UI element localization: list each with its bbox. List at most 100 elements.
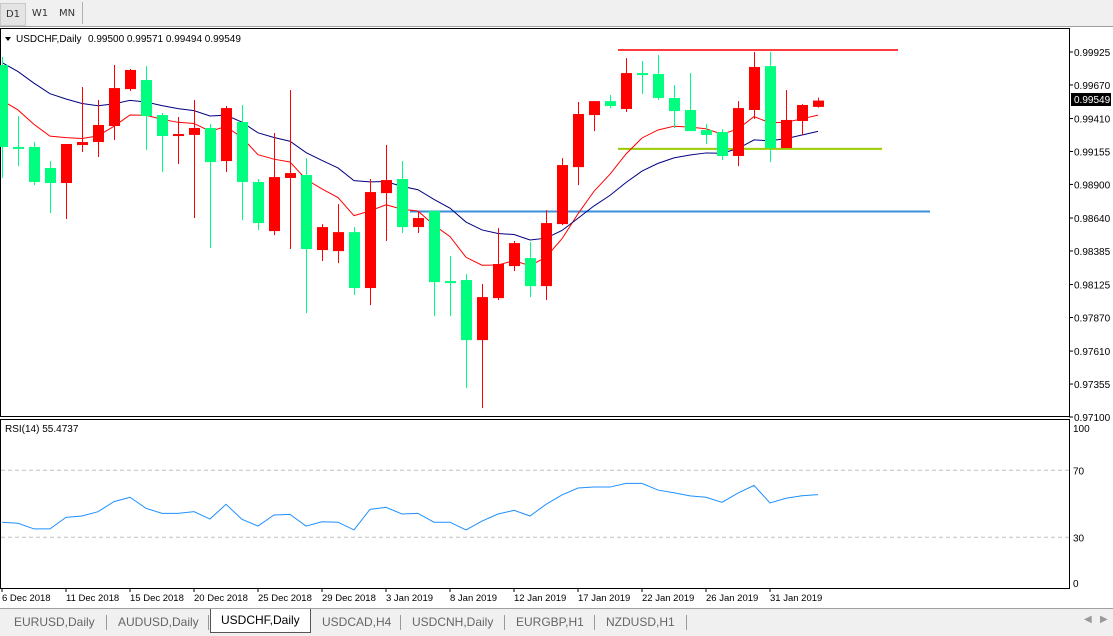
candle-body	[557, 165, 568, 225]
candle[interactable]	[509, 241, 520, 272]
candle-body	[573, 114, 584, 168]
main-chart-panel[interactable]	[0, 28, 1070, 417]
candle[interactable]	[621, 58, 632, 112]
candle-body	[13, 146, 24, 149]
scroll-right-icon[interactable]: ▶	[1100, 614, 1108, 625]
timeframe-mn[interactable]: MN	[58, 8, 76, 19]
candle[interactable]	[573, 102, 584, 186]
candle-body	[701, 130, 712, 135]
timeframe-w1[interactable]: W1	[31, 8, 49, 19]
current-price-box	[1071, 93, 1111, 106]
candle-body	[717, 131, 728, 157]
candle-body	[621, 73, 632, 109]
candle[interactable]	[637, 61, 648, 94]
candle[interactable]	[733, 101, 744, 167]
candle[interactable]	[461, 274, 472, 389]
rsi-tick-label: 30	[1073, 533, 1085, 544]
symbol-tab-usdchf-daily[interactable]: USDCHF,Daily	[210, 609, 311, 633]
candle[interactable]	[381, 145, 392, 242]
candle[interactable]	[173, 116, 184, 165]
candle[interactable]	[717, 129, 728, 161]
candle-body	[669, 97, 680, 112]
candle[interactable]	[669, 85, 680, 128]
candle-body	[749, 66, 760, 111]
candle[interactable]	[397, 161, 408, 234]
candle[interactable]	[13, 116, 24, 167]
tab-divider	[208, 615, 209, 630]
candle[interactable]	[0, 57, 8, 178]
candle[interactable]	[45, 161, 56, 214]
candle[interactable]	[653, 54, 664, 101]
chart-area[interactable]: 0.99925 0.99670 0.99410 0.99155 0.98900 0.986…	[0, 27, 1113, 608]
candle[interactable]	[253, 179, 264, 231]
candle[interactable]	[205, 123, 216, 248]
symbol-tab-nzdusd-h1[interactable]: NZDUSD,H1	[606, 615, 675, 629]
candle[interactable]	[557, 158, 568, 226]
candle-body	[733, 108, 744, 157]
candle-body	[125, 69, 136, 90]
candle[interactable]	[269, 133, 280, 236]
rsi-panel[interactable]	[0, 419, 1070, 589]
candle[interactable]	[93, 100, 104, 158]
candle[interactable]	[29, 142, 40, 186]
price-tick-label: 0.99410	[1074, 115, 1111, 126]
candle[interactable]	[685, 73, 696, 132]
candle[interactable]	[77, 87, 88, 152]
candle[interactable]	[477, 284, 488, 409]
candle[interactable]	[285, 89, 296, 250]
chart-ohlc-label: 0.99500 0.99571 0.99494 0.99549	[88, 34, 241, 45]
candle[interactable]	[605, 95, 616, 109]
candle[interactable]	[429, 211, 440, 317]
candle[interactable]	[365, 179, 376, 306]
candle[interactable]	[797, 104, 808, 135]
candle-body	[365, 192, 376, 289]
candle[interactable]	[237, 104, 248, 221]
current-price-label: 0.99549	[1074, 95, 1111, 106]
symbol-tab-usdcad-h4[interactable]: USDCAD,H4	[322, 615, 392, 629]
candle[interactable]	[541, 210, 552, 301]
price-tick-label: 0.98900	[1074, 180, 1111, 191]
candle[interactable]	[445, 256, 456, 317]
candle[interactable]	[525, 242, 536, 298]
candle[interactable]	[749, 52, 760, 120]
candle-body	[349, 232, 360, 289]
candle[interactable]	[765, 52, 776, 163]
moving-average-slow-line	[1, 62, 819, 241]
candle-body	[221, 108, 232, 162]
candle[interactable]	[141, 66, 152, 151]
candle[interactable]	[333, 204, 344, 264]
candle-body	[61, 143, 72, 184]
candle[interactable]	[189, 100, 200, 219]
candle[interactable]	[349, 227, 360, 296]
candle[interactable]	[61, 143, 72, 220]
candle[interactable]	[221, 106, 232, 173]
candle[interactable]	[589, 101, 600, 132]
candle-body	[429, 211, 440, 283]
price-tick-label: 0.97870	[1074, 314, 1111, 325]
candle[interactable]	[125, 69, 136, 92]
collapse-triangle-icon[interactable]	[5, 37, 11, 41]
candle[interactable]	[781, 89, 792, 148]
candle[interactable]	[413, 211, 424, 234]
candle[interactable]	[813, 97, 824, 108]
date-tick-label: 26 Jan 2019	[706, 593, 758, 604]
symbol-tab-usdcnh-daily[interactable]: USDCNH,Daily	[412, 615, 494, 629]
rsi-tick-label: 0	[1073, 579, 1079, 590]
candle[interactable]	[109, 65, 120, 140]
candle-body	[477, 297, 488, 341]
candle[interactable]	[301, 158, 312, 314]
candle[interactable]	[157, 112, 168, 173]
symbol-tab-audusd-daily[interactable]: AUDUSD,Daily	[118, 615, 199, 629]
date-tick-label: 22 Jan 2019	[642, 593, 694, 604]
candle[interactable]	[701, 123, 712, 144]
timeframe-d1[interactable]: D1	[0, 3, 26, 26]
symbol-tab-eurusd-daily[interactable]: EURUSD,Daily	[14, 615, 95, 629]
candle[interactable]	[493, 228, 504, 301]
symbol-tab-eurgbp-h1[interactable]: EURGBP,H1	[516, 615, 584, 629]
date-tick-label: 20 Dec 2018	[194, 593, 248, 604]
price-tick-label: 0.98125	[1074, 281, 1111, 292]
tab-divider	[106, 615, 107, 630]
scroll-left-icon[interactable]: ◀	[1084, 614, 1092, 625]
candle-body	[813, 100, 824, 107]
candle[interactable]	[317, 224, 328, 262]
